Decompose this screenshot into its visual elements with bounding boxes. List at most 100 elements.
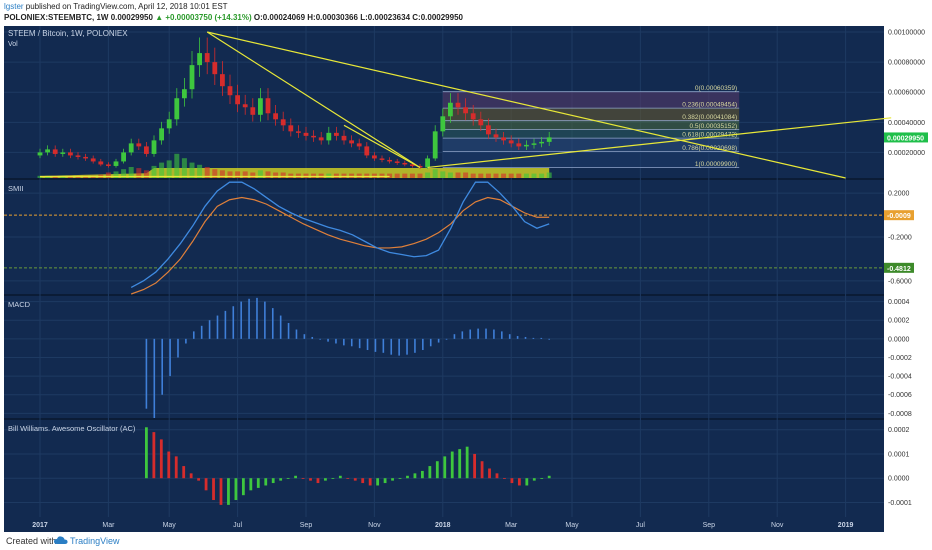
candle-body	[539, 141, 544, 144]
volume-bar	[402, 173, 408, 178]
volume-bar	[303, 173, 309, 178]
smi-axis-label: 0.2000	[888, 191, 910, 198]
volume-bar	[227, 171, 233, 178]
volume-bar	[409, 173, 415, 178]
macd-pane-title: MACD	[8, 300, 31, 309]
macd-histogram-bar	[453, 334, 456, 339]
fib-zone	[442, 151, 740, 168]
ac-histogram-bar	[174, 456, 178, 479]
ac-histogram-bar	[383, 478, 387, 484]
smi-marker-tag	[884, 262, 914, 273]
ac-pane-title: Bill Williams. Awesome Oscillator (AC)	[8, 424, 136, 433]
macd-histogram-bar	[406, 338, 408, 355]
candle-body	[106, 164, 111, 166]
candle-body	[463, 107, 468, 114]
volume-bar	[121, 169, 127, 178]
tradingview-chart[interactable]: 2017 Mar May Jul Sep Nov 2018 Mar May Jul Sep Nov 20…	[4, 26, 930, 532]
candle-body	[318, 137, 324, 141]
candle-body	[37, 152, 43, 156]
fib-level-label: 0.5(0.00035152)	[689, 123, 737, 130]
macd-histogram-bar	[279, 315, 282, 339]
fib-level-label: 0(0.00060359)	[695, 85, 737, 92]
candle-body	[60, 152, 66, 154]
ohlc-high: H:0.00030366	[307, 13, 358, 22]
candle-body	[334, 132, 339, 136]
ac-histogram-bar	[353, 478, 357, 481]
candle-body	[478, 119, 484, 126]
volume-bar	[265, 171, 271, 178]
volume-bar	[523, 173, 529, 178]
macd-histogram-bar	[374, 338, 377, 352]
candle-body	[296, 131, 301, 133]
candle-body	[341, 135, 347, 141]
candle-body	[379, 158, 385, 160]
candle-body	[470, 113, 476, 120]
candle-body	[311, 135, 316, 138]
macd-histogram-bar	[548, 338, 550, 340]
candle-body	[212, 62, 218, 75]
ac-histogram-bar	[398, 478, 402, 479]
ac-histogram-bar	[219, 478, 223, 505]
volume-bar	[493, 173, 499, 178]
macd-histogram-bar	[516, 336, 519, 339]
candle-body	[364, 146, 370, 156]
volume-bar	[417, 173, 423, 178]
volume-bar	[447, 172, 453, 178]
time-axis-label: Jul	[636, 522, 645, 529]
ac-histogram-bar	[331, 478, 335, 479]
volume-bar	[250, 172, 256, 178]
tradingview-brand[interactable]: TradingView	[70, 536, 120, 546]
ac-histogram-bar	[271, 478, 275, 484]
candle-body	[227, 86, 233, 96]
fib-zone	[442, 120, 740, 130]
ohlc-low: L:0.00023634	[360, 13, 411, 22]
volume-bar	[387, 173, 393, 178]
ac-histogram-bar	[495, 473, 499, 479]
macd-histogram-bar	[532, 337, 535, 339]
candle-body	[128, 143, 134, 153]
ac-histogram-bar	[234, 478, 238, 501]
candle-body	[98, 161, 104, 165]
volume-bar	[311, 173, 317, 178]
candle-body	[68, 152, 73, 156]
ac-histogram-bar	[241, 478, 245, 496]
candle-body	[235, 95, 240, 105]
tradingview-cloud-icon	[54, 536, 68, 544]
ac-histogram-bar	[443, 456, 447, 479]
ac-histogram-bar	[294, 475, 297, 479]
volume-bar	[143, 170, 149, 178]
ac-axis-label: 0.0002	[888, 427, 910, 434]
volume-bar	[470, 173, 476, 178]
ac-histogram-bar	[316, 478, 320, 484]
candle-body	[455, 102, 461, 108]
fib-level-label: 0.236(0.00049454)	[682, 102, 737, 109]
ac-axis-label: -0.0001	[888, 500, 912, 507]
ac-histogram-bar	[413, 473, 417, 479]
price-pane-title: STEEM / Bitcoin, 1W, POLONIEX	[8, 29, 128, 38]
macd-histogram-bar	[248, 298, 250, 339]
macd-histogram-bar	[271, 308, 274, 339]
volume-label: Vol	[8, 41, 18, 48]
smi-axis-label: -0.6000	[888, 278, 912, 285]
candle-body	[303, 132, 309, 136]
macd-histogram-bar	[414, 338, 416, 353]
time-axis-label: May	[565, 522, 579, 529]
macd-histogram-bar	[501, 331, 503, 339]
candle-body	[75, 155, 81, 157]
volume-bar	[189, 162, 195, 178]
candle-body	[166, 119, 172, 129]
time-axis-label: Nov	[368, 522, 381, 529]
time-axis-label: Mar	[102, 522, 115, 529]
author-link[interactable]: lgster	[4, 2, 24, 11]
macd-histogram-bar	[437, 338, 440, 343]
ac-histogram-bar	[547, 475, 551, 479]
price-axis-label: 0.00020000	[888, 150, 925, 157]
candle-body	[250, 107, 256, 115]
trendline	[343, 124, 421, 168]
macd-histogram-bar	[358, 338, 361, 349]
volume-bar	[485, 173, 491, 178]
ac-histogram-bar	[256, 478, 260, 488]
macd-histogram-bar	[390, 338, 393, 355]
ac-histogram-bar	[540, 478, 544, 479]
time-axis-label: Mar	[505, 522, 518, 529]
